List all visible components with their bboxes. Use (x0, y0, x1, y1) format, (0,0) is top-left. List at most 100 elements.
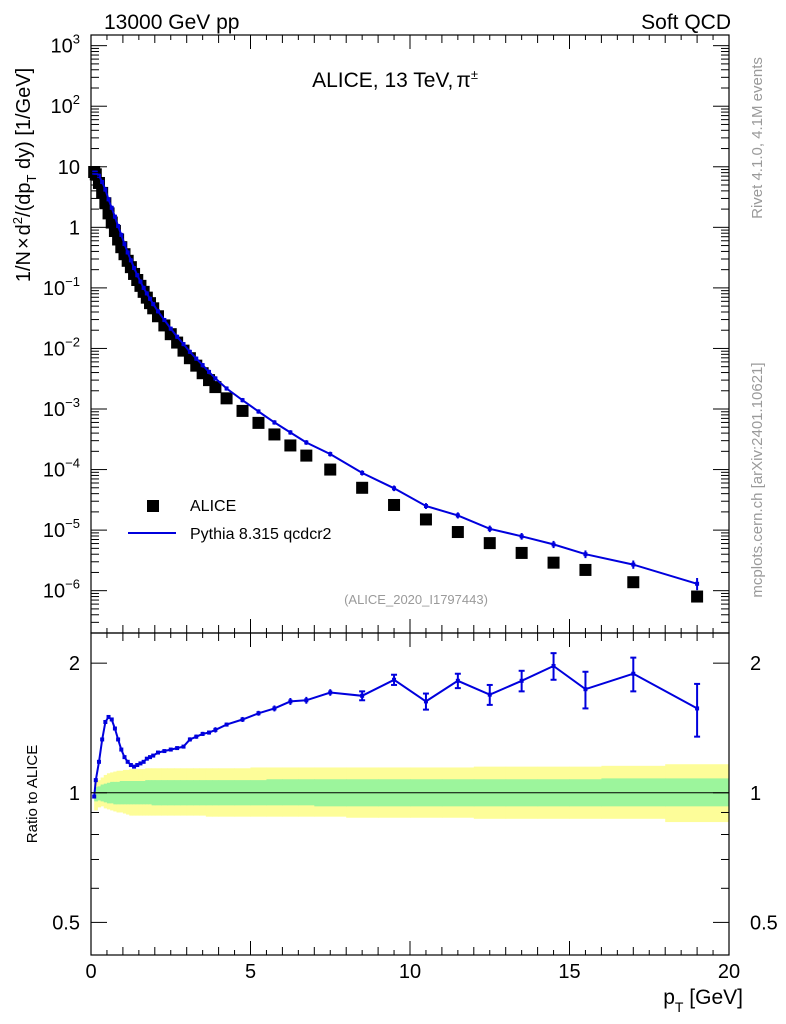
ratio-marker (112, 726, 117, 731)
spectrum-y-tick-labels: 10−6 10−5 10−4 10−3 10−2 10−1 1 10 102 103 (43, 32, 80, 603)
pythia-data-point (207, 369, 212, 375)
ratio-data-point (582, 670, 589, 710)
ratio-marker (423, 699, 428, 704)
ratio-data-point (106, 714, 111, 719)
pythia-data-point (631, 560, 636, 569)
pythia-data-point (175, 334, 180, 339)
ratio-marker (138, 761, 143, 766)
ratio-marker (328, 690, 333, 695)
alice-data-point (209, 381, 222, 394)
legend: ALICE Pythia 8.315 qcdcr2 (128, 498, 332, 543)
pythia-data-point (135, 273, 140, 278)
ratio-marker (168, 747, 173, 752)
pythia-data-point (106, 197, 111, 202)
pythia-marker (455, 513, 460, 518)
pythia-marker (144, 291, 149, 296)
ratio-marker (135, 763, 140, 768)
pythia-marker (119, 232, 124, 237)
legend-label-pythia: Pythia 8.315 qcdcr2 (190, 526, 332, 543)
ratio-data-point (122, 755, 127, 760)
ratio-data-point (100, 737, 105, 742)
ratio-data-point (486, 683, 493, 706)
ratio-marker (151, 753, 156, 758)
ratio-data-point (148, 755, 153, 760)
alice-data-point (419, 513, 432, 526)
ratio-data-point (630, 656, 637, 693)
pythia-data-point (128, 258, 133, 263)
y-tick-label: 1 (69, 217, 80, 239)
pythia-data-point (187, 349, 192, 354)
pythia-marker (213, 376, 218, 381)
pythia-data-point (256, 409, 261, 414)
ratio-data-layer (92, 652, 701, 799)
ratio-tick-labels: 0.5 0.51 12 20 5 10 15 20 (52, 653, 778, 983)
pythia-marker (112, 214, 117, 219)
ratio-marker (200, 731, 205, 736)
ratio-data-point (224, 722, 229, 727)
ratio-marker (194, 734, 199, 739)
inner-band-segment (94, 787, 98, 802)
ratio-marker (224, 722, 229, 727)
ratio-data-point (304, 696, 309, 704)
ratio-marker (100, 737, 105, 742)
alice-data-point (118, 248, 131, 261)
ratio-data-point (135, 763, 140, 768)
pythia-marker (109, 205, 114, 210)
ratio-marker (288, 699, 293, 704)
x-tick-label: 20 (718, 961, 740, 983)
ratio-marker (132, 764, 137, 769)
pythia-marker (100, 180, 105, 185)
ratio-data-point (162, 749, 167, 754)
ratio-data-point (175, 746, 180, 751)
ratio-y-axis-label: Ratio to ALICE (24, 745, 41, 843)
ratio-marker (96, 759, 101, 764)
pythia-marker (155, 309, 160, 314)
x-tick-label: 10 (399, 961, 421, 983)
y-tick-label: 10−2 (43, 334, 80, 360)
ratio-marker (141, 759, 146, 764)
pythia-marker (148, 296, 153, 301)
ratio-data-point (200, 731, 205, 736)
alice-data-point (451, 526, 464, 539)
ratio-marker (304, 698, 309, 703)
pythia-marker (168, 326, 173, 331)
ratio-data-point (194, 734, 199, 739)
pythia-series-line (94, 171, 698, 585)
alice-data-point (220, 392, 233, 405)
pythia-marker (240, 398, 245, 403)
ratio-marker (583, 687, 588, 692)
pythia-data-point (240, 397, 245, 403)
pythia-data-point (551, 540, 556, 549)
ratio-marker (106, 714, 111, 719)
mcplots-label: mcplots.cern.ch [arXiv:2401.10621] (749, 362, 766, 597)
pythia-marker (125, 250, 130, 255)
ratio-marker (487, 692, 492, 697)
ratio-data-point (187, 737, 192, 742)
pythia-marker (392, 486, 397, 491)
ratio-data-point (109, 717, 114, 722)
pythia-marker (487, 526, 492, 531)
pythia-marker (272, 420, 277, 425)
ratio-marker (631, 671, 636, 676)
pythia-marker (151, 302, 156, 307)
inner-band-segment (145, 780, 149, 805)
ratio-data-point (141, 759, 146, 764)
ratio-data-point (422, 692, 429, 711)
pythia-data-point (200, 362, 205, 368)
ratio-data-point (213, 727, 218, 733)
x-tick-label: 0 (85, 961, 96, 983)
pythia-data-point (519, 533, 524, 540)
alice-data-point (324, 463, 337, 476)
x-tick-label: 15 (558, 961, 580, 983)
ratio-data-point (256, 710, 261, 716)
pythia-data-point (328, 451, 333, 457)
pythia-data-point (100, 179, 105, 185)
ratio-marker (128, 763, 133, 768)
pythia-marker (423, 504, 428, 509)
pythia-data-point (168, 326, 173, 331)
ratio-data-point (518, 669, 525, 693)
x-axis-label: pT [GeV] (663, 986, 743, 1015)
pythia-marker (200, 363, 205, 368)
ratio-marker (272, 706, 277, 711)
